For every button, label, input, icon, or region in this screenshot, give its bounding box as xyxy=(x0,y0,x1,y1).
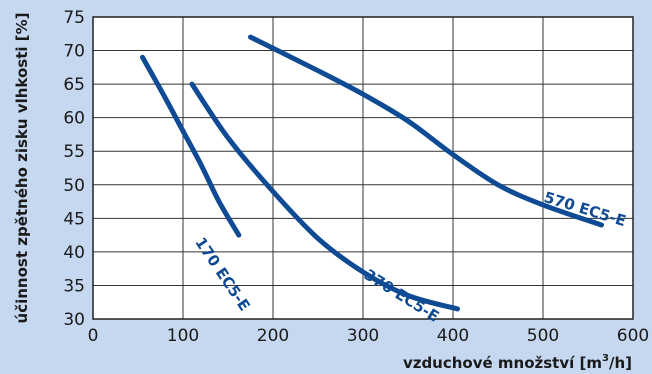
x-axis-unit-sup: 3 xyxy=(602,353,609,364)
y-tick-label: 40 xyxy=(63,243,85,263)
x-tick-label: 500 xyxy=(527,326,559,346)
y-tick-label: 50 xyxy=(63,176,85,196)
x-tick-label: 600 xyxy=(617,326,649,346)
x-tick-label: 200 xyxy=(257,326,289,346)
series-line-570-ec5-e xyxy=(248,34,604,228)
y-tick-label: 55 xyxy=(63,142,85,162)
x-axis-unit-tail: /h xyxy=(609,354,625,372)
y-tick-label: 65 xyxy=(63,75,85,95)
y-axis: 30 35 40 45 50 55 60 65 70 75 xyxy=(63,8,85,330)
x-axis: 0 100 200 300 400 500 600 xyxy=(88,326,650,346)
x-axis-unit-base: m xyxy=(586,354,602,372)
plot-frame xyxy=(92,16,634,320)
series-line-370-ec5-e xyxy=(189,81,460,312)
series-line-170-ec5-e xyxy=(140,54,242,238)
y-tick-label: 75 xyxy=(63,8,85,28)
y-tick-label: 45 xyxy=(63,209,85,229)
x-tick-label: 100 xyxy=(167,326,199,346)
x-axis-title: vzduchové množství [m3/h] xyxy=(403,353,632,372)
x-axis-title-text: vzduchové množství xyxy=(403,354,575,372)
x-tick-label: 300 xyxy=(347,326,379,346)
x-tick-label: 400 xyxy=(437,326,469,346)
y-tick-label: 35 xyxy=(63,276,85,296)
y-tick-label: 70 xyxy=(63,42,85,62)
y-tick-label: 30 xyxy=(63,310,85,330)
y-axis-title: účinnost zpětného zisku vlhkosti [%] xyxy=(13,13,31,324)
x-tick-label: 0 xyxy=(88,326,99,346)
y-tick-label: 60 xyxy=(63,109,85,129)
